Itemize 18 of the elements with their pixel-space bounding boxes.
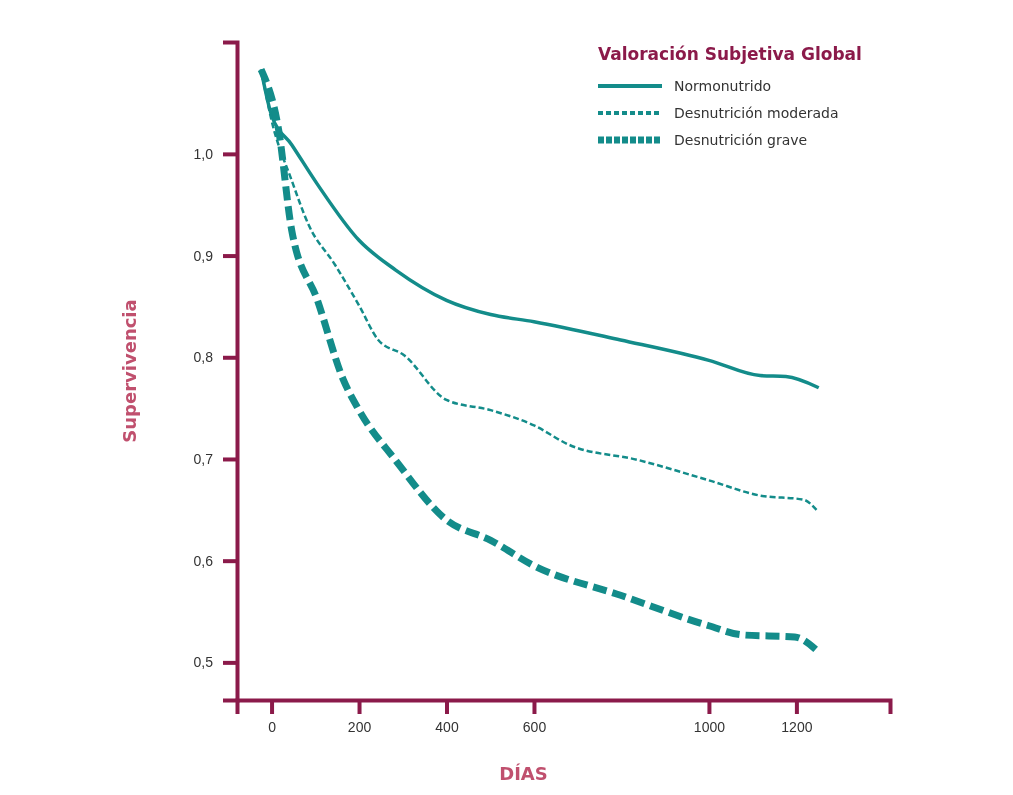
x-tick-label: 0: [268, 718, 277, 735]
y-tick-label: 1,0: [193, 145, 214, 162]
x-axis-title: DÍAS: [499, 763, 548, 784]
y-tick-label: 0,7: [193, 450, 214, 467]
legend-label: Desnutrición grave: [674, 132, 808, 148]
x-tick-label: 400: [435, 718, 459, 735]
x-tick-label: 200: [347, 718, 372, 735]
y-tick-label: 0,9: [193, 247, 214, 264]
y-axis-title: Supervivencia: [119, 299, 140, 443]
y-tick-label: 0,6: [193, 552, 214, 569]
x-tick-label: 1000: [693, 718, 726, 735]
legend-title: Valoración Subjetiva Global: [598, 44, 862, 64]
y-tick-label: 0,8: [193, 349, 214, 366]
x-tick-label: 600: [522, 718, 547, 735]
legend-label: Desnutrición moderada: [674, 105, 839, 121]
legend-label: Normonutrido: [674, 78, 772, 94]
x-tick-label: 1200: [781, 718, 813, 735]
y-tick-label: 0,5: [193, 654, 214, 671]
